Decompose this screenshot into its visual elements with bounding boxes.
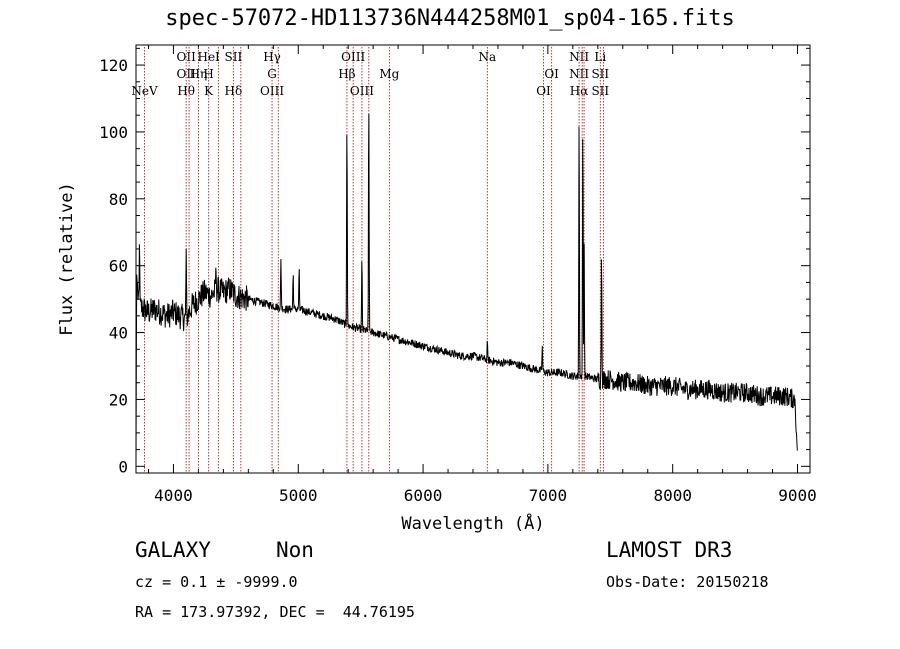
line-marker-label: Mg bbox=[379, 67, 399, 81]
class-label: GALAXY bbox=[135, 538, 211, 562]
line-marker-label: OIII bbox=[260, 84, 284, 98]
spectrum-line bbox=[135, 113, 798, 460]
line-marker-label: HeI bbox=[197, 50, 220, 64]
x-tick-label: 4000 bbox=[154, 486, 193, 505]
x-tick-label: 5000 bbox=[279, 486, 318, 505]
line-marker-label: Hγ bbox=[263, 50, 281, 64]
line-marker-label: NII bbox=[569, 50, 589, 64]
line-marker-label: OIII bbox=[350, 84, 374, 98]
plot-frame bbox=[135, 44, 811, 474]
coords-text: RA = 173.97392, DEC = 44.76195 bbox=[135, 603, 415, 621]
line-marker-label: SII bbox=[591, 84, 609, 98]
line-marker-label: OI bbox=[536, 84, 551, 98]
chart-title: spec-57072-HD113736N444258M01_sp04-165.f… bbox=[165, 6, 735, 31]
line-marker-label: Hβ bbox=[338, 67, 355, 81]
x-tick-label: 9000 bbox=[778, 486, 817, 505]
y-tick-label: 80 bbox=[109, 190, 128, 209]
y-tick-label: 40 bbox=[109, 324, 128, 343]
y-tick-label: 60 bbox=[109, 257, 128, 276]
line-marker-label: OIII bbox=[341, 50, 365, 64]
line-marker-label: G bbox=[267, 67, 277, 81]
x-axis-label: Wavelength (Å) bbox=[401, 512, 544, 534]
line-marker-label: Hη bbox=[190, 67, 208, 81]
y-tick-label: 0 bbox=[118, 457, 128, 476]
line-marker-label: NeV bbox=[131, 84, 158, 98]
line-marker-label: Hα bbox=[570, 84, 589, 98]
x-tick-label: 7000 bbox=[529, 486, 568, 505]
line-marker-label: OII bbox=[177, 67, 197, 81]
line-marker-label: NII bbox=[569, 67, 589, 81]
line-marker-label: K bbox=[204, 84, 214, 98]
line-marker-label: Li bbox=[594, 50, 606, 64]
line-marker-label: OI bbox=[544, 67, 559, 81]
subclass-label: Non bbox=[276, 538, 314, 562]
redshift-text: cz = 0.1 ± -9999.0 bbox=[135, 573, 298, 591]
line-marker-label: H bbox=[203, 67, 213, 81]
y-tick-label: 100 bbox=[99, 123, 128, 142]
x-tick-label: 8000 bbox=[653, 486, 692, 505]
survey-label: LAMOST DR3 bbox=[606, 538, 733, 562]
line-marker-label: Na bbox=[479, 50, 497, 64]
line-marker-label: Hθ bbox=[177, 84, 195, 98]
x-tick-label: 6000 bbox=[404, 486, 443, 505]
line-marker-label: SII bbox=[591, 67, 609, 81]
line-marker-label: SII bbox=[225, 50, 243, 64]
y-tick-label: 20 bbox=[109, 390, 128, 409]
obs-date-text: Obs-Date: 20150218 bbox=[606, 573, 769, 591]
y-tick-label: 120 bbox=[99, 56, 128, 75]
y-axis-label: Flux (relative) bbox=[57, 182, 77, 336]
line-marker-label: OII bbox=[177, 50, 197, 64]
line-marker-label: Hδ bbox=[225, 84, 243, 98]
